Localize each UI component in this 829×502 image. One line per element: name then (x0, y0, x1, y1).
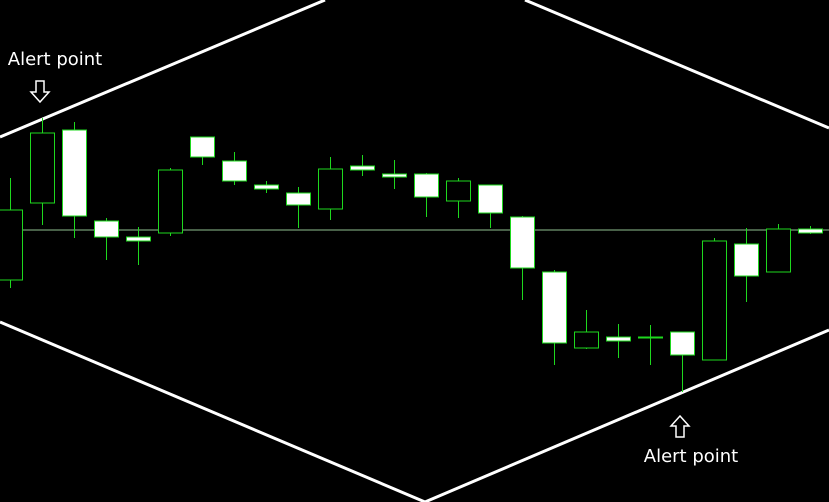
annotation: Alert point (8, 49, 102, 70)
trend-line (0, 0, 326, 139)
trend-line (0, 320, 426, 502)
candle-body (126, 236, 151, 242)
candle-body (30, 132, 55, 204)
candle-body (766, 228, 791, 273)
trend-line (424, 328, 829, 502)
candle-body (510, 216, 535, 269)
candle-body (798, 228, 823, 234)
down-arrow (29, 80, 51, 104)
candle-body (670, 331, 695, 356)
candle-body (158, 169, 183, 234)
candle-body (574, 331, 599, 349)
candle-body (702, 240, 727, 361)
trend-line (524, 0, 829, 130)
candle-body (478, 184, 503, 214)
candle-body (286, 192, 311, 206)
candle-body (734, 243, 759, 277)
candle-body (542, 271, 567, 344)
up-arrow (669, 414, 691, 438)
candle-body (0, 209, 23, 281)
candle-body (350, 165, 375, 171)
candle-body (382, 173, 407, 178)
candle-body (62, 129, 87, 217)
candle-body (606, 336, 631, 342)
candle-body (446, 180, 471, 202)
candle-body (190, 136, 215, 158)
candle-body (318, 168, 343, 210)
annotation: Alert point (644, 446, 738, 467)
candle-body (414, 173, 439, 198)
candle-body (94, 220, 119, 238)
candle-body (254, 184, 279, 190)
candle-body (222, 160, 247, 182)
candle-body (638, 336, 663, 339)
